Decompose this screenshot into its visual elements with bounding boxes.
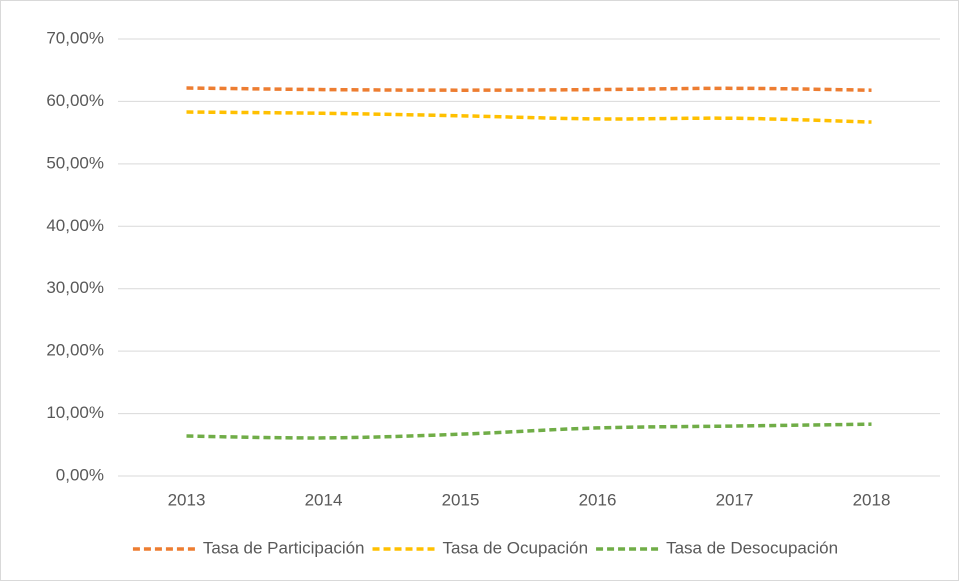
legend-label: Tasa de Ocupación: [443, 538, 589, 557]
x-tick-label: 2017: [716, 490, 754, 509]
x-tick-label: 2015: [442, 490, 480, 509]
y-tick-label: 60,00%: [46, 91, 104, 110]
y-tick-label: 0,00%: [56, 465, 104, 484]
y-tick-label: 40,00%: [46, 216, 104, 235]
series-line: [186, 110, 872, 124]
x-tick-label: 2016: [579, 490, 617, 509]
y-tick-label: 50,00%: [46, 153, 104, 172]
legend-label: Tasa de Participación: [203, 538, 365, 557]
series-line: [186, 86, 872, 92]
y-tick-label: 10,00%: [46, 403, 104, 422]
x-tick-label: 2013: [168, 490, 206, 509]
y-tick-label: 30,00%: [46, 278, 104, 297]
y-tick-label: 70,00%: [46, 28, 104, 47]
y-tick-label: 20,00%: [46, 341, 104, 360]
legend-label: Tasa de Desocupación: [666, 538, 838, 557]
series-line: [186, 422, 872, 440]
x-tick-label: 2014: [305, 490, 343, 509]
x-tick-label: 2018: [853, 490, 891, 509]
